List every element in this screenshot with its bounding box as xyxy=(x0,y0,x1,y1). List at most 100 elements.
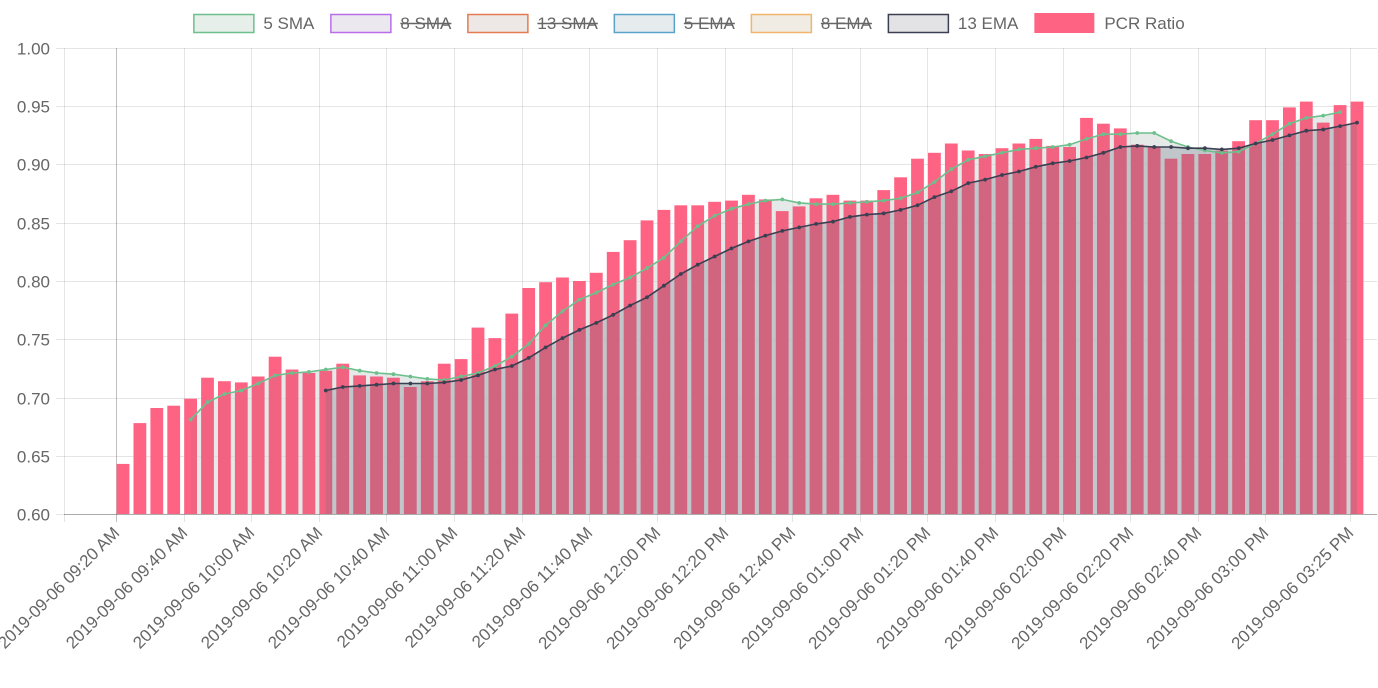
point-5-sma xyxy=(797,201,802,205)
legend-item-13-sma: 13 SMA xyxy=(467,13,599,34)
point-13-ema xyxy=(1186,146,1190,151)
point-13-ema xyxy=(1000,173,1004,177)
point-13-ema xyxy=(678,272,683,276)
pcr-bar xyxy=(353,375,366,514)
pcr-bar xyxy=(1046,145,1060,514)
pcr-bar xyxy=(1029,138,1043,514)
pcr-bar xyxy=(1097,123,1110,514)
legend-swatch xyxy=(330,13,392,34)
point-13-ema xyxy=(509,364,514,368)
point-13-ema xyxy=(391,381,396,386)
pcr-bar xyxy=(201,377,214,514)
point-13-ema xyxy=(1270,138,1275,142)
legend-item-8-ema: 8 EMA xyxy=(750,13,873,34)
point-5-sma xyxy=(983,154,987,159)
point-5-sma xyxy=(1017,147,1021,152)
point-5-sma xyxy=(273,373,277,378)
point-5-sma xyxy=(1000,150,1004,155)
point-13-ema xyxy=(763,233,768,238)
x-tick-label: 2019-09-06 09:40 AM xyxy=(62,523,191,652)
point-13-ema xyxy=(1287,133,1292,138)
pcr-bar xyxy=(944,143,958,514)
point-5-sma xyxy=(1236,149,1241,154)
point-13-ema xyxy=(983,177,987,182)
pcr-bar xyxy=(843,200,857,514)
pcr-bar xyxy=(370,376,383,514)
legend-swatch xyxy=(613,13,676,34)
pcr-bar xyxy=(775,211,789,514)
point-5-sma xyxy=(881,198,886,203)
point-13-ema xyxy=(476,373,480,378)
point-13-ema xyxy=(1017,169,1021,174)
pcr-bar xyxy=(573,281,586,514)
point-5-sma xyxy=(898,196,903,201)
point-13-ema xyxy=(1135,144,1140,148)
pcr-bar xyxy=(877,190,891,514)
pcr-bar xyxy=(387,377,400,514)
point-5-sma xyxy=(1084,137,1089,141)
point-5-sma xyxy=(391,372,396,377)
point-5-sma xyxy=(188,417,193,422)
pcr-bar xyxy=(1333,105,1347,514)
point-5-sma xyxy=(1033,146,1038,151)
point-5-sma xyxy=(307,370,311,374)
point-5-sma xyxy=(831,202,835,207)
point-5-sma xyxy=(678,239,683,244)
x-tick-label: 2019-09-06 11:20 AM xyxy=(401,523,529,651)
point-5-sma xyxy=(814,202,818,207)
legend-label: PCR Ratio xyxy=(1104,14,1184,33)
point-5-sma xyxy=(763,198,768,203)
point-13-ema xyxy=(611,312,616,317)
y-tick-label: 0.60 xyxy=(17,506,50,525)
point-13-ema xyxy=(831,219,835,224)
point-13-ema xyxy=(797,225,802,230)
pcr-bar xyxy=(928,152,941,515)
pcr-bar xyxy=(860,200,874,514)
legend: 5 SMA 8 SMA 13 SMA 5 EMA 8 EMA 13 EMA PCR Rati… xyxy=(193,13,1185,34)
y-tick-label: 0.95 xyxy=(17,98,50,117)
point-5-sma xyxy=(323,367,328,372)
point-5-sma xyxy=(746,202,751,207)
pcr-bar xyxy=(1249,120,1262,514)
pcr-bar xyxy=(758,199,772,514)
legend-swatch xyxy=(467,13,529,34)
legend-swatch xyxy=(193,13,255,34)
point-13-ema xyxy=(442,380,447,385)
pcr-bar xyxy=(116,463,130,514)
x-tick-label: 2019-09-06 01:40 PM xyxy=(873,523,1003,653)
point-13-ema xyxy=(746,239,751,244)
pcr-bar xyxy=(1215,150,1229,514)
legend-item-13-ema: 13 EMA xyxy=(887,13,1019,34)
point-13-ema xyxy=(1169,145,1173,149)
bars xyxy=(116,101,1364,515)
point-13-ema xyxy=(1101,150,1106,155)
point-13-ema xyxy=(814,222,818,226)
pcr-bar xyxy=(742,194,755,515)
pcr-bar xyxy=(454,359,468,514)
point-13-ema xyxy=(594,321,599,325)
x-tick-label: 2019-09-06 02:20 PM xyxy=(1008,523,1138,653)
pcr-bar xyxy=(657,209,671,514)
pcr-bar xyxy=(1164,158,1178,514)
lines xyxy=(188,110,1359,514)
point-13-ema xyxy=(864,212,869,217)
pcr-bar xyxy=(1283,107,1296,515)
x-tick-label: 2019-09-06 01:20 PM xyxy=(805,523,935,653)
point-13-ema xyxy=(340,385,345,389)
pcr-bar xyxy=(1181,154,1195,514)
point-5-sma xyxy=(357,368,362,373)
point-5-sma xyxy=(1287,121,1292,126)
pcr-bar xyxy=(995,148,1009,514)
point-5-sma xyxy=(1338,110,1342,114)
pcr-bar xyxy=(708,201,721,515)
point-5-sma xyxy=(611,282,616,287)
point-13-ema xyxy=(1118,145,1123,149)
legend-label: 5 SMA xyxy=(263,14,315,33)
y-tick-label: 0.65 xyxy=(17,448,50,467)
pcr-bar xyxy=(911,158,924,514)
point-13-ema xyxy=(1321,127,1326,132)
y-tick-label: 0.75 xyxy=(17,331,50,350)
x-tick-label: 2019-09-06 11:00 AM xyxy=(333,523,461,651)
pcr-bar xyxy=(251,376,265,514)
